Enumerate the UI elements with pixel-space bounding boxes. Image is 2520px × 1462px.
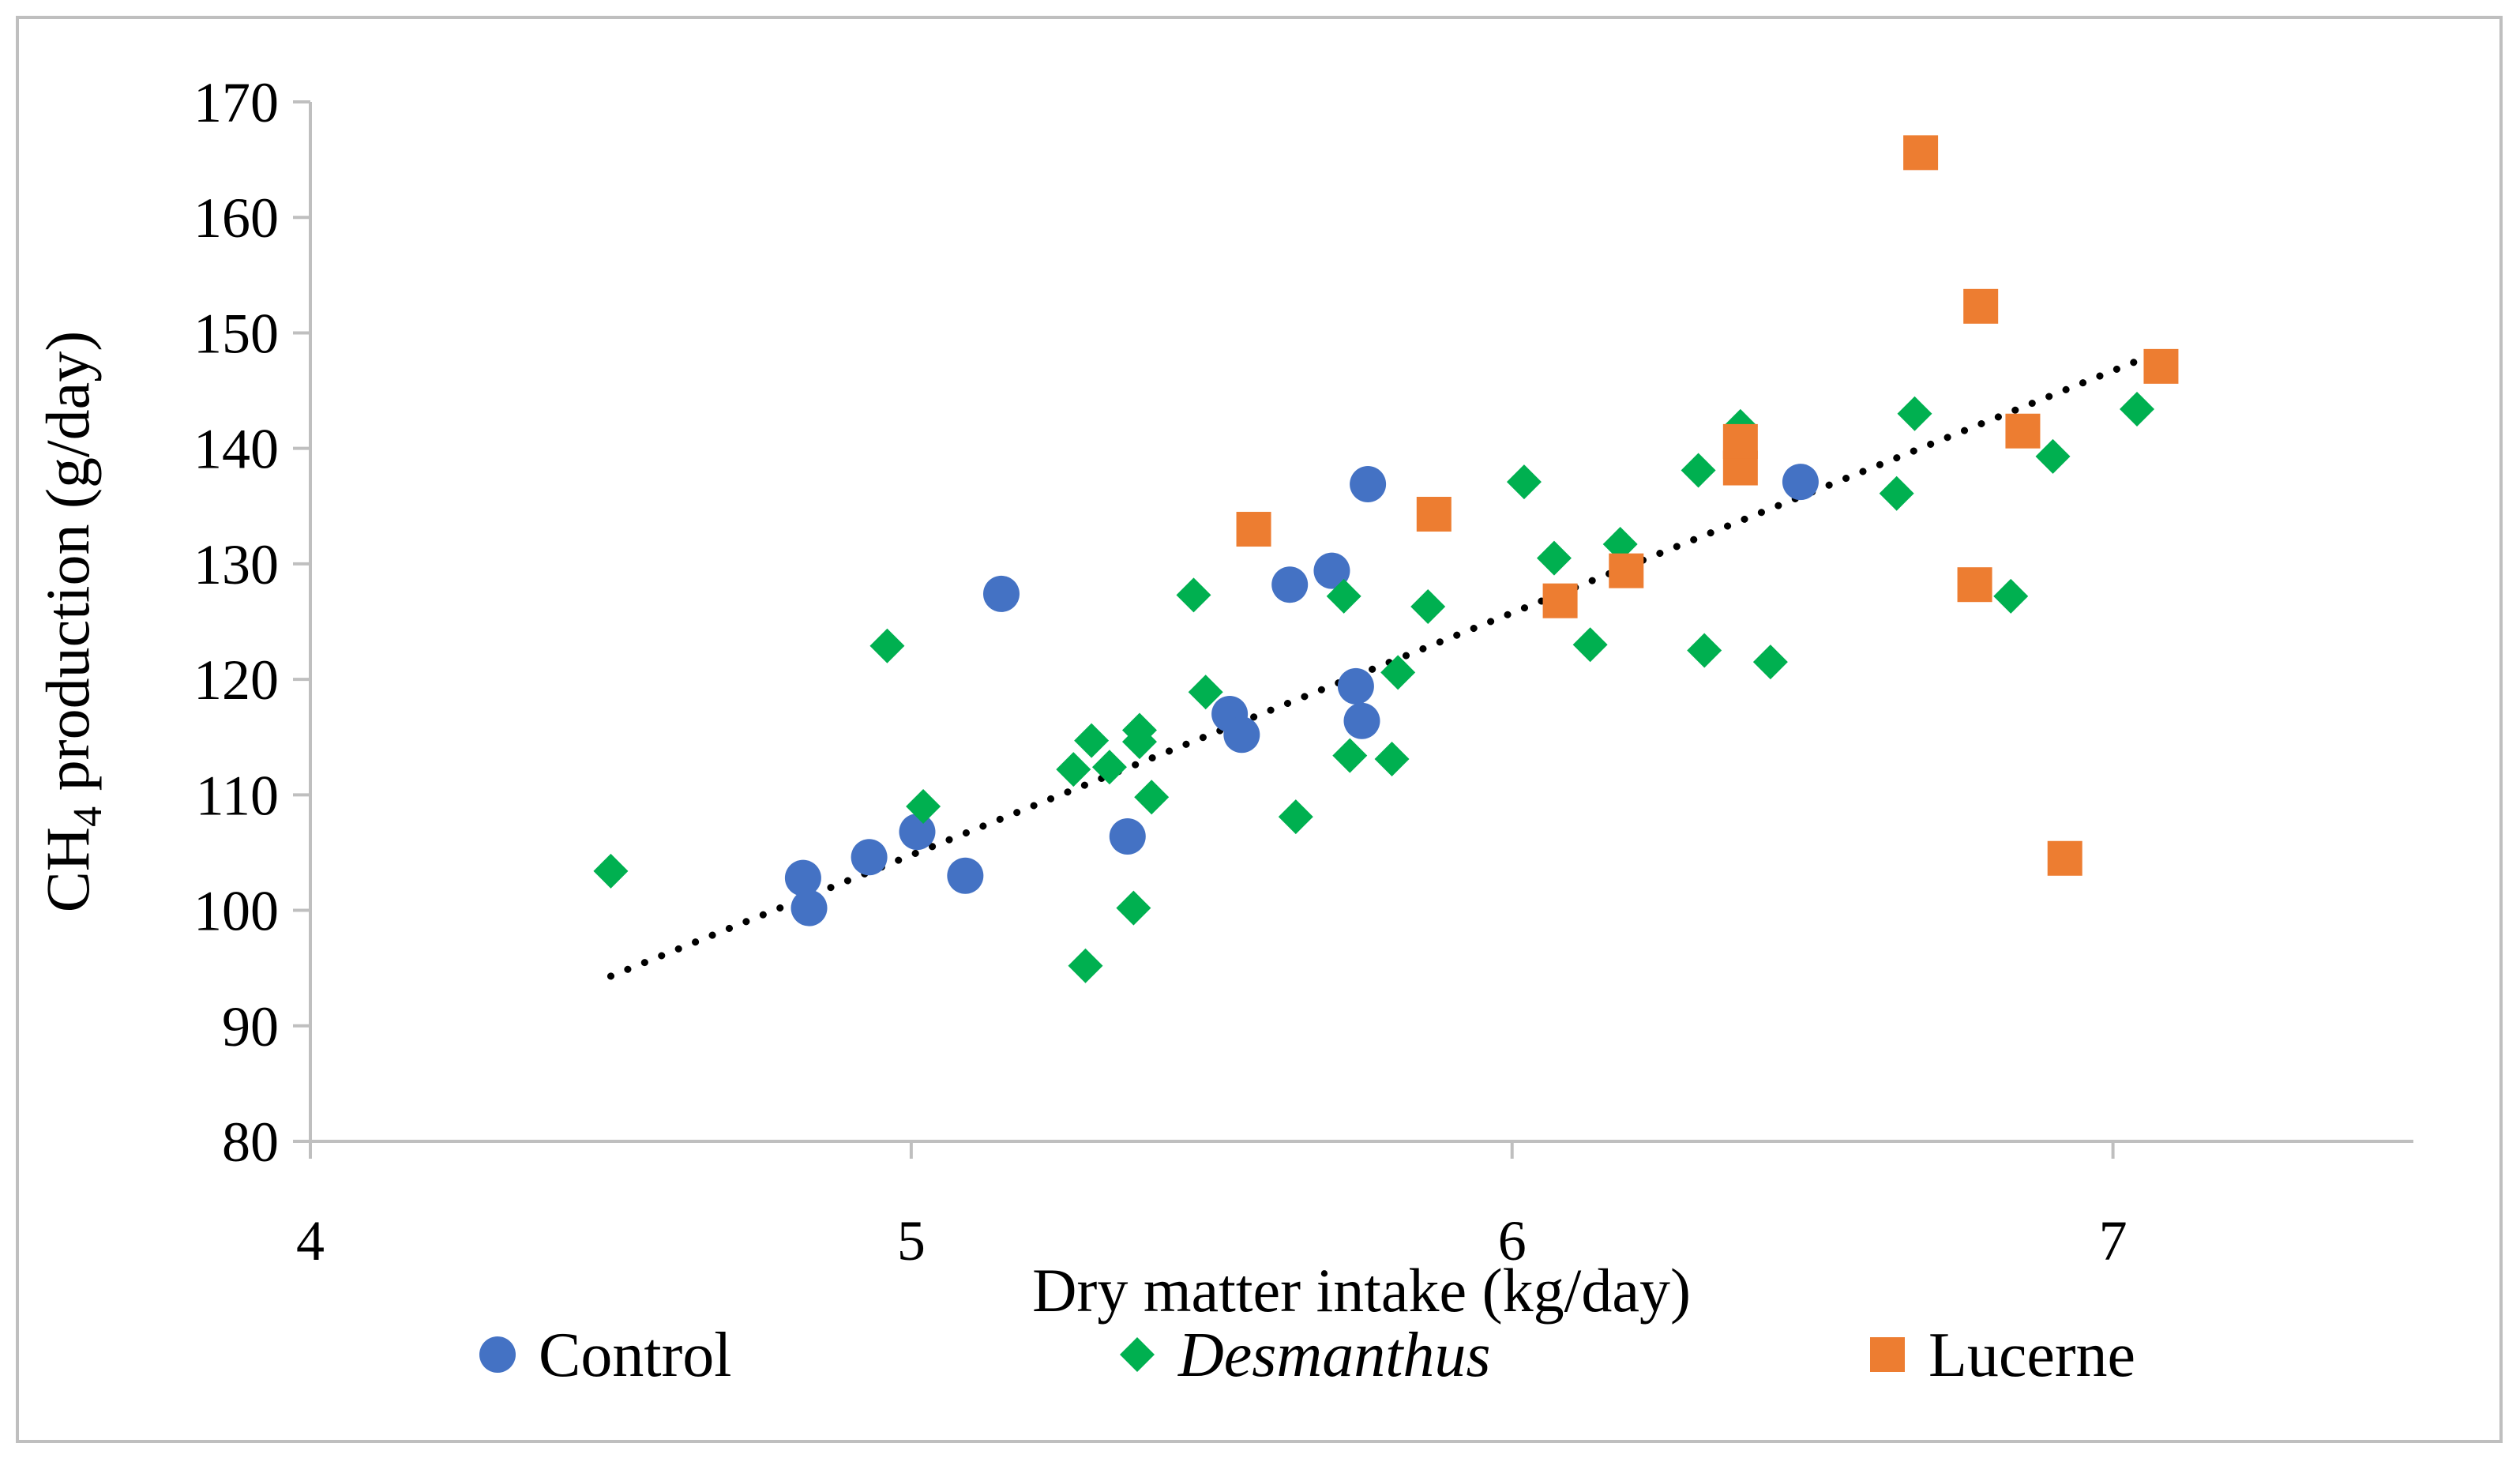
x-ticks: 4 5 6 7: [296, 1141, 2128, 1272]
legend-label-control: Control: [539, 1321, 731, 1390]
control-point: [1223, 716, 1260, 754]
y-axis-title-prefix: CH: [33, 827, 102, 912]
control-point: [1271, 566, 1309, 603]
series-desmanthus: [593, 391, 2155, 983]
desmanthus-point: [1602, 527, 1638, 562]
legend-marker-control: [479, 1336, 516, 1373]
legend-marker-desmanthus: [1120, 1337, 1155, 1372]
desmanthus-point: [1326, 578, 1361, 614]
desmanthus-point: [1332, 738, 1368, 773]
control-point: [851, 839, 888, 876]
y-tick-label: 120: [193, 648, 279, 712]
control-point: [899, 814, 936, 851]
lucerne-point: [1416, 497, 1452, 532]
x-tick-label: 5: [897, 1209, 926, 1272]
desmanthus-point: [1134, 780, 1170, 815]
desmanthus-point: [1572, 627, 1608, 663]
series-control: [784, 464, 1819, 926]
lucerne-point: [1963, 288, 1999, 324]
lucerne-point: [1609, 553, 1644, 588]
legend-label-lucerne: Lucerne: [1928, 1321, 2135, 1390]
desmanthus-point: [1091, 750, 1127, 785]
desmanthus-point: [1506, 464, 1542, 500]
lucerne-point: [2047, 840, 2082, 876]
control-point: [1782, 464, 1819, 501]
desmanthus-point: [2035, 438, 2071, 474]
y-tick-label: 130: [193, 533, 279, 596]
control-point: [791, 889, 828, 926]
y-tick-label: 110: [196, 764, 279, 827]
y-tick-label: 150: [193, 302, 279, 365]
lucerne-point: [1957, 567, 1992, 603]
control-point: [1343, 702, 1380, 739]
legend-item-control: Control: [479, 1321, 731, 1390]
desmanthus-point: [1380, 655, 1416, 690]
y-tick-label: 80: [222, 1111, 279, 1174]
desmanthus-point: [1116, 890, 1151, 926]
y-ticks: 80 90 100 110 120 130 140 150 160 170: [193, 71, 310, 1174]
control-point: [784, 859, 821, 896]
control-point: [1313, 552, 1350, 589]
desmanthus-point: [1993, 578, 2029, 614]
control-point: [1350, 465, 1387, 502]
x-tick-label: 6: [1498, 1209, 1527, 1272]
trendline-layer: [607, 348, 2165, 980]
chart-frame: [16, 16, 2503, 1443]
series-lucerne: [1236, 135, 2179, 876]
desmanthus-point: [1176, 577, 1211, 613]
legend-item-desmanthus: Desmanthus: [1120, 1321, 1491, 1390]
control-point: [982, 575, 1020, 612]
desmanthus-point: [1410, 588, 1446, 624]
y-tick-label: 90: [222, 995, 279, 1058]
trendline: [607, 348, 2165, 980]
y-axis-title-subscript: 4: [66, 806, 111, 827]
desmanthus-point: [869, 628, 905, 663]
y-tick-label: 170: [193, 71, 279, 134]
desmanthus-point: [1687, 633, 1722, 668]
y-tick-label: 140: [193, 418, 279, 481]
desmanthus-point: [1068, 948, 1103, 983]
x-tick-label: 7: [2099, 1209, 2128, 1272]
x-axis-title: Dry matter intake (kg/day): [1032, 1256, 1691, 1325]
legend-marker-lucerne: [1870, 1337, 1905, 1372]
desmanthus-point: [1056, 752, 1091, 787]
lucerne-point: [1542, 583, 1578, 618]
desmanthus-point: [1536, 540, 1572, 576]
y-tick-label: 100: [193, 880, 279, 943]
x-tick-label: 4: [296, 1209, 325, 1272]
lucerne-point: [1236, 512, 1271, 547]
lucerne-point: [2005, 413, 2041, 449]
data-points-layer: [593, 135, 2179, 983]
desmanthus-point: [1897, 396, 1932, 431]
lucerne-point: [1903, 135, 1939, 171]
axes: [309, 102, 2413, 1143]
desmanthus-point: [1121, 724, 1157, 760]
desmanthus-point: [1374, 742, 1410, 777]
control-point: [1109, 817, 1146, 855]
desmanthus-point: [906, 788, 941, 824]
control-point: [947, 857, 984, 894]
legend: Control Desmanthus Lucerne: [479, 1321, 2135, 1390]
legend-label-desmanthus: Desmanthus: [1177, 1321, 1491, 1390]
control-point: [1337, 667, 1374, 705]
desmanthus-point: [1681, 453, 1716, 488]
desmanthus-point: [1752, 645, 1788, 680]
lucerne-point: [2143, 348, 2179, 384]
y-axis-title-suffix: production (g/day): [33, 331, 102, 806]
desmanthus-point: [593, 853, 629, 889]
desmanthus-point: [1074, 723, 1110, 758]
desmanthus-point: [2120, 391, 2155, 427]
desmanthus-point: [1879, 475, 1914, 511]
y-tick-label: 160: [193, 186, 279, 250]
lucerne-point: [1722, 423, 1758, 459]
desmanthus-point: [1278, 799, 1313, 835]
desmanthus-point: [1188, 675, 1223, 710]
legend-item-lucerne: Lucerne: [1870, 1321, 2135, 1390]
y-axis-title: CH4 production (g/day): [33, 331, 111, 913]
